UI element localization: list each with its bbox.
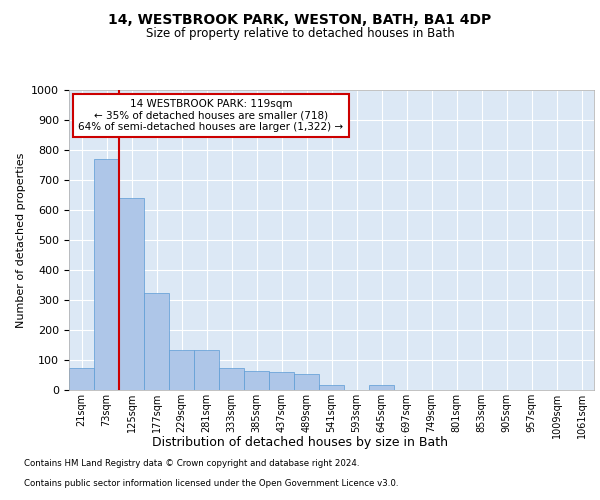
Bar [369, 384, 394, 390]
Bar [144, 292, 169, 390]
Text: Size of property relative to detached houses in Bath: Size of property relative to detached ho… [146, 28, 454, 40]
Y-axis label: Number of detached properties: Number of detached properties [16, 152, 26, 328]
Text: Contains HM Land Registry data © Crown copyright and database right 2024.: Contains HM Land Registry data © Crown c… [24, 458, 359, 468]
Text: 14, WESTBROOK PARK, WESTON, BATH, BA1 4DP: 14, WESTBROOK PARK, WESTON, BATH, BA1 4D… [109, 12, 491, 26]
Bar [119, 198, 144, 390]
Bar [194, 350, 219, 390]
Bar [69, 368, 94, 390]
Bar [244, 370, 269, 390]
Text: Contains public sector information licensed under the Open Government Licence v3: Contains public sector information licen… [24, 478, 398, 488]
Bar [294, 374, 319, 390]
Bar [269, 372, 294, 390]
Bar [169, 350, 194, 390]
Text: Distribution of detached houses by size in Bath: Distribution of detached houses by size … [152, 436, 448, 449]
Bar [94, 159, 119, 390]
Bar [319, 384, 344, 390]
Text: 14 WESTBROOK PARK: 119sqm
← 35% of detached houses are smaller (718)
64% of semi: 14 WESTBROOK PARK: 119sqm ← 35% of detac… [78, 99, 343, 132]
Bar [219, 368, 244, 390]
